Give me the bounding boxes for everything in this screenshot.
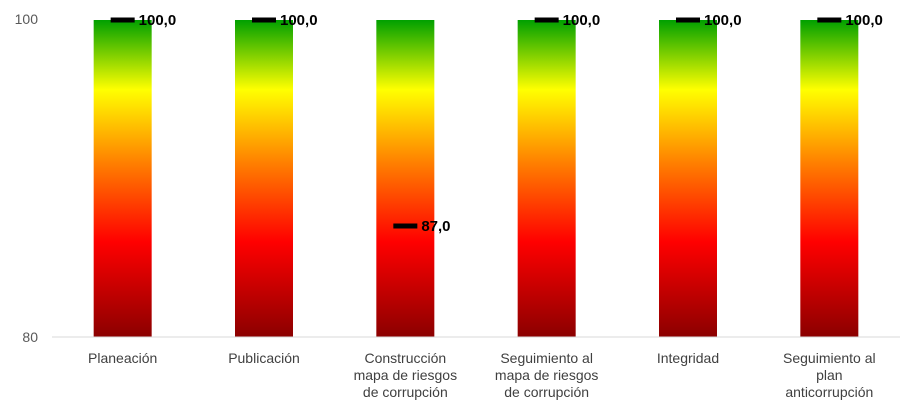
data-label-4: 100,0 bbox=[563, 12, 601, 29]
gradient-band-5 bbox=[659, 20, 717, 337]
y-tick-label-min: 80 bbox=[22, 329, 38, 345]
gradient-band-2 bbox=[235, 20, 293, 337]
gradient-band-6 bbox=[800, 20, 859, 337]
data-label-5: 100,0 bbox=[704, 12, 742, 29]
data-label-3: 87,0 bbox=[421, 218, 450, 235]
gradient-band-4 bbox=[517, 20, 576, 337]
data-label-6: 100,0 bbox=[845, 12, 883, 29]
gradient-band-1 bbox=[93, 20, 152, 337]
data-labels: 100,0 100,0 87,0 100,0 100,0 100,0 bbox=[139, 12, 883, 235]
category-label-construcción-mapa-de-riesgos-de-corrupción: Construcción mapa de riesgos de corrupción bbox=[354, 350, 458, 400]
category-label-seguimiento-al-mapa-de-riesgos-de-corrupción: Seguimiento al mapa de riesgos de corrupci… bbox=[495, 350, 599, 400]
category-label-seguimiento-al-plan-anticorrupción: Seguimiento al plan anticorrupción bbox=[783, 350, 876, 400]
data-label-1: 100,0 bbox=[139, 12, 177, 29]
gradient-band-3 bbox=[376, 20, 435, 337]
y-tick-label-max: 100 bbox=[15, 11, 39, 27]
category-label-publicación: Publicación bbox=[228, 350, 300, 366]
gradient-bands bbox=[93, 20, 859, 337]
value-markers bbox=[110, 17, 842, 229]
data-label-2: 100,0 bbox=[280, 12, 318, 29]
category-label-integridad: Integridad bbox=[657, 350, 719, 366]
category-label-planeación: Planeación bbox=[88, 350, 157, 366]
category-labels: Planeación Publicación Construcción mapa de… bbox=[88, 350, 876, 400]
